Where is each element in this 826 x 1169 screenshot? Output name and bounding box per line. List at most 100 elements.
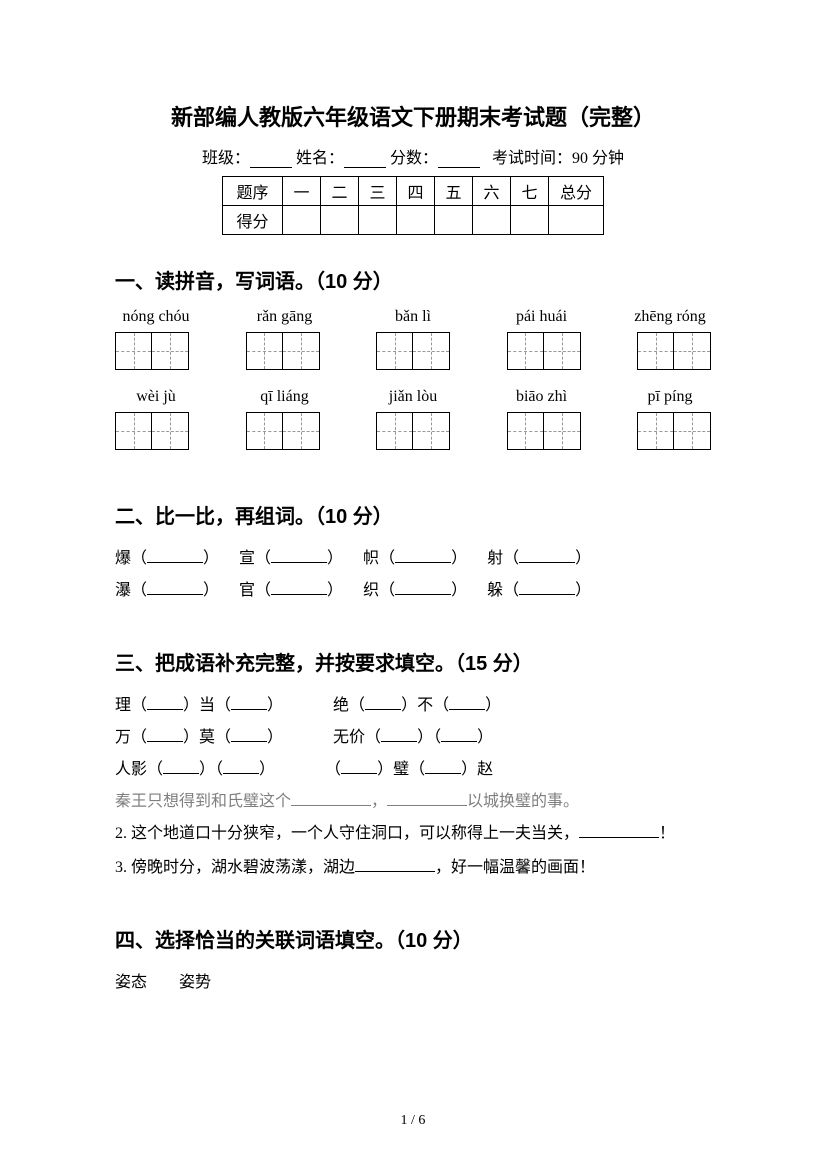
q3-line-1: 理（）当（） 绝（）不（） bbox=[115, 690, 711, 722]
score-table: 题序 一 二 三 四 五 六 七 总分 得分 bbox=[222, 176, 604, 235]
fill-blank[interactable] bbox=[147, 696, 183, 710]
page-number: 1 / 6 bbox=[0, 1113, 826, 1129]
q2-item: 射（） bbox=[487, 543, 591, 575]
pinyin-label: qī liáng bbox=[244, 388, 326, 406]
char-box-group[interactable] bbox=[637, 412, 711, 450]
cell: 四 bbox=[397, 177, 435, 206]
score-label: 分数： bbox=[390, 150, 438, 167]
pinyin-label: biāo zhì bbox=[501, 388, 583, 406]
fill-blank[interactable] bbox=[223, 760, 259, 774]
pinyin-label: rǎn gāng bbox=[244, 308, 326, 326]
fill-blank[interactable] bbox=[231, 728, 267, 742]
pinyin-row-1: nóng chóu rǎn gāng bǎn lì pái huái zhēng… bbox=[115, 308, 711, 326]
fill-blank[interactable] bbox=[341, 760, 377, 774]
q2-item: 官（） bbox=[239, 575, 343, 607]
idiom-item: 万（）莫（） bbox=[115, 722, 283, 754]
fill-blank[interactable] bbox=[291, 792, 371, 806]
pinyin-label: wèi jù bbox=[115, 388, 197, 406]
char-box-group[interactable] bbox=[115, 332, 189, 370]
fill-blank[interactable] bbox=[147, 728, 183, 742]
cell-blank[interactable] bbox=[435, 206, 473, 235]
cell-header: 题序 bbox=[223, 177, 283, 206]
cell-blank[interactable] bbox=[397, 206, 435, 235]
cell: 六 bbox=[473, 177, 511, 206]
fill-blank[interactable] bbox=[231, 696, 267, 710]
char-box-group[interactable] bbox=[376, 412, 450, 450]
table-row: 题序 一 二 三 四 五 六 七 总分 bbox=[223, 177, 604, 206]
fill-blank[interactable] bbox=[395, 549, 451, 563]
cell-blank[interactable] bbox=[473, 206, 511, 235]
q3-line-5: 3. 傍晚时分，湖水碧波荡漾，湖边，好一幅温馨的画面！ bbox=[115, 852, 711, 884]
char-box-group[interactable] bbox=[246, 332, 320, 370]
q2-item: 织（） bbox=[363, 575, 467, 607]
cell-blank[interactable] bbox=[549, 206, 604, 235]
fill-blank[interactable] bbox=[271, 581, 327, 595]
q2-item: 宣（） bbox=[239, 543, 343, 575]
cell: 三 bbox=[359, 177, 397, 206]
name-label: 姓名： bbox=[296, 150, 344, 167]
pinyin-label: bǎn lì bbox=[372, 308, 454, 326]
q3-gray-line: 秦王只想得到和氏璧这个，以城换璧的事。 bbox=[115, 786, 711, 818]
fill-blank[interactable] bbox=[387, 792, 467, 806]
fill-blank[interactable] bbox=[519, 581, 575, 595]
idiom-item: 绝（）不（） bbox=[333, 690, 501, 722]
fill-blank[interactable] bbox=[163, 760, 199, 774]
q2-item: 躲（） bbox=[487, 575, 591, 607]
q3-line-4: 2. 这个地道口十分狭窄，一个人守住洞口，可以称得上一夫当关，！ bbox=[115, 818, 711, 850]
cell: 二 bbox=[321, 177, 359, 206]
idiom-item: （）璧（）赵 bbox=[325, 754, 493, 786]
time-label: 考试时间：90 分钟 bbox=[492, 150, 624, 167]
q3-line-2: 万（）莫（） 无价（）（） bbox=[115, 722, 711, 754]
fill-blank[interactable] bbox=[519, 549, 575, 563]
class-label: 班级： bbox=[202, 150, 250, 167]
q2-item: 爆（） bbox=[115, 543, 219, 575]
cell-blank[interactable] bbox=[321, 206, 359, 235]
idiom-item: 人影（）（） bbox=[115, 754, 275, 786]
char-box-group[interactable] bbox=[376, 332, 450, 370]
pinyin-label: zhēng róng bbox=[629, 308, 711, 326]
cell-blank[interactable] bbox=[359, 206, 397, 235]
char-box-row-2 bbox=[115, 412, 711, 450]
char-box-group[interactable] bbox=[637, 332, 711, 370]
fill-blank[interactable] bbox=[425, 760, 461, 774]
q2-row-1: 爆（） 宣（） 帜（） 射（） bbox=[115, 543, 711, 575]
char-box-group[interactable] bbox=[507, 412, 581, 450]
fill-blank[interactable] bbox=[441, 728, 477, 742]
pinyin-row-2: wèi jù qī liáng jiǎn lòu biāo zhì pī pín… bbox=[115, 388, 711, 406]
cell-blank[interactable] bbox=[283, 206, 321, 235]
name-blank[interactable] bbox=[344, 152, 386, 168]
pinyin-label: jiǎn lòu bbox=[372, 388, 454, 406]
q2-item: 瀑（） bbox=[115, 575, 219, 607]
fill-blank[interactable] bbox=[449, 696, 485, 710]
fill-blank[interactable] bbox=[271, 549, 327, 563]
q2-item: 帜（） bbox=[363, 543, 467, 575]
score-blank[interactable] bbox=[438, 152, 480, 168]
section-4-heading: 四、选择恰当的关联词语填空。（10 分） bbox=[115, 924, 711, 953]
char-box-group[interactable] bbox=[115, 412, 189, 450]
section-1-heading: 一、读拼音，写词语。（10 分） bbox=[115, 265, 711, 294]
fill-blank[interactable] bbox=[147, 581, 203, 595]
cell: 七 bbox=[511, 177, 549, 206]
idiom-item: 理（）当（） bbox=[115, 690, 283, 722]
fill-blank[interactable] bbox=[147, 549, 203, 563]
fill-blank[interactable] bbox=[355, 858, 435, 872]
cell: 一 bbox=[283, 177, 321, 206]
char-box-group[interactable] bbox=[246, 412, 320, 450]
section-3-heading: 三、把成语补充完整，并按要求填空。（15 分） bbox=[115, 647, 711, 676]
cell-blank[interactable] bbox=[511, 206, 549, 235]
section-4-words: 姿态 姿势 bbox=[115, 967, 711, 999]
fill-blank[interactable] bbox=[579, 824, 659, 838]
document-title: 新部编人教版六年级语文下册期末考试题（完整） bbox=[115, 100, 711, 132]
idiom-item: 无价（）（） bbox=[333, 722, 493, 754]
fill-blank[interactable] bbox=[365, 696, 401, 710]
pinyin-label: nóng chóu bbox=[115, 308, 197, 326]
char-box-group[interactable] bbox=[507, 332, 581, 370]
section-2-heading: 二、比一比，再组词。（10 分） bbox=[115, 500, 711, 529]
fill-blank[interactable] bbox=[395, 581, 451, 595]
q2-row-2: 瀑（） 官（） 织（） 躲（） bbox=[115, 575, 711, 607]
cell: 五 bbox=[435, 177, 473, 206]
fill-blank[interactable] bbox=[381, 728, 417, 742]
class-blank[interactable] bbox=[250, 152, 292, 168]
table-row: 得分 bbox=[223, 206, 604, 235]
pinyin-label: pái huái bbox=[501, 308, 583, 326]
